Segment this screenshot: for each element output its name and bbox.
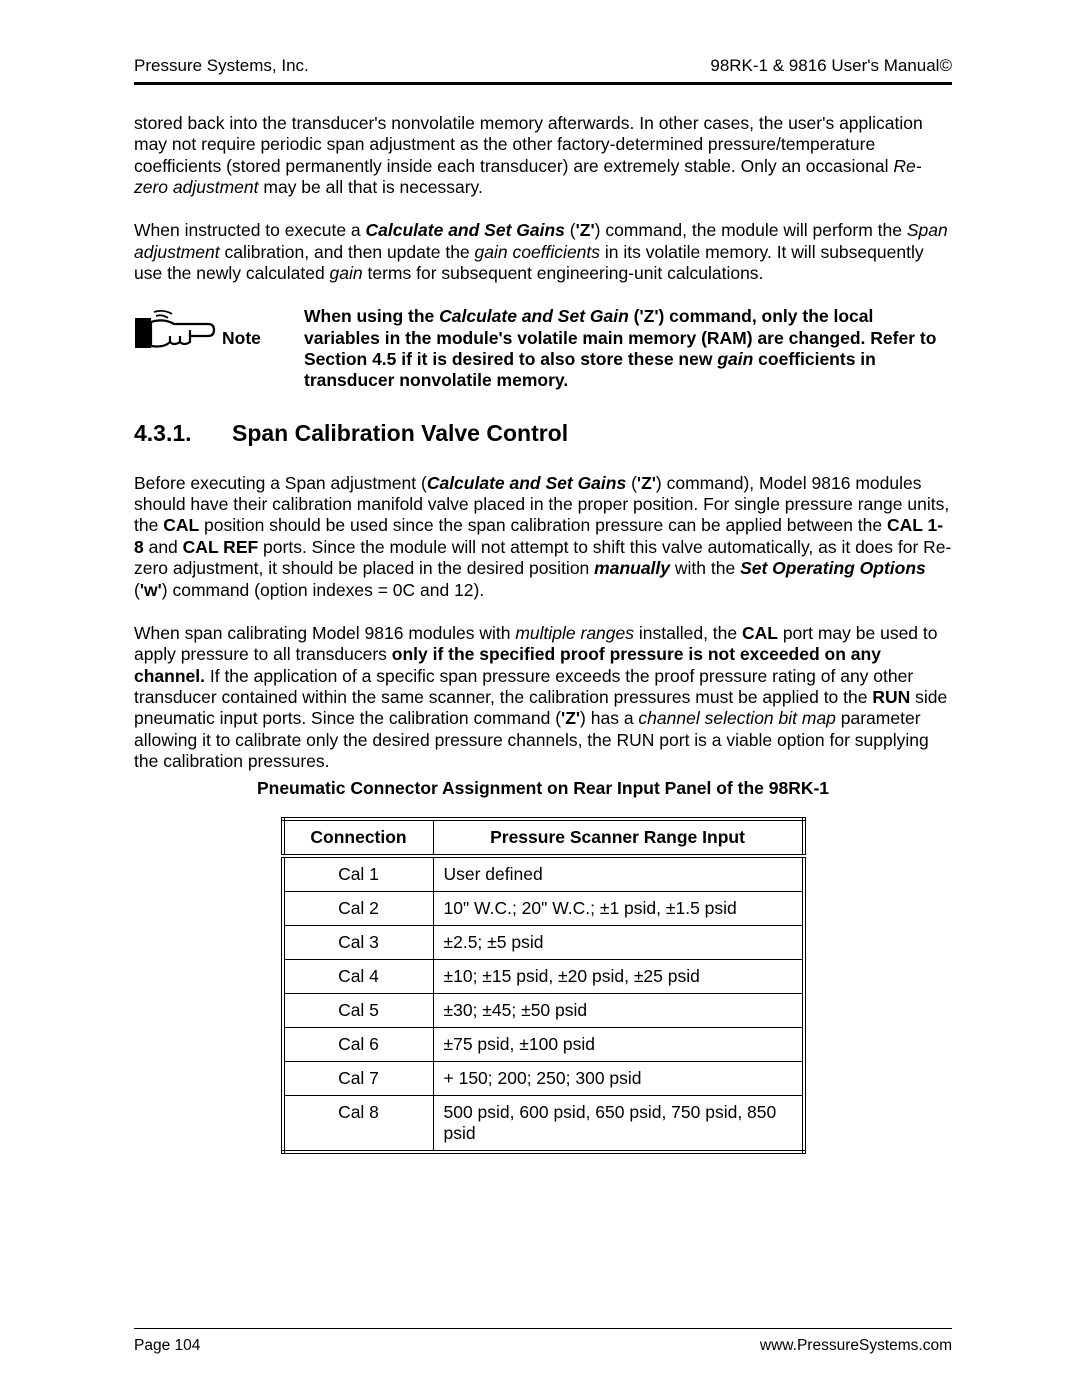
table-caption: Pneumatic Connector Assignment on Rear I… bbox=[134, 778, 952, 799]
note-icon-area: Note bbox=[134, 306, 304, 391]
section-number: 4.3.1. bbox=[134, 420, 232, 447]
table-row: Cal 5 ±30; ±45; ±50 psid bbox=[283, 994, 804, 1028]
cell-conn: Cal 4 bbox=[283, 960, 434, 994]
table-header-row: Connection Pressure Scanner Range Input bbox=[283, 819, 804, 856]
page-footer: Page 104 www.PressureSystems.com bbox=[134, 1328, 952, 1355]
note-block: Note When using the Calculate and Set Ga… bbox=[134, 306, 952, 391]
table-row: Cal 8 500 psid, 600 psid, 650 psid, 750 … bbox=[283, 1096, 804, 1153]
paragraph-1: stored back into the transducer's nonvol… bbox=[134, 113, 952, 198]
table-row: Cal 1 User defined bbox=[283, 856, 804, 892]
cell-conn: Cal 2 bbox=[283, 892, 434, 926]
cell-range: User defined bbox=[433, 856, 804, 892]
cell-range: 500 psid, 600 psid, 650 psid, 750 psid, … bbox=[433, 1096, 804, 1153]
paragraph-2: When instructed to execute a Calculate a… bbox=[134, 220, 952, 284]
section-title: Span Calibration Valve Control bbox=[232, 420, 568, 447]
table-row: Cal 4 ±10; ±15 psid, ±20 psid, ±25 psid bbox=[283, 960, 804, 994]
table-row: Cal 3 ±2.5; ±5 psid bbox=[283, 926, 804, 960]
table-row: Cal 6 ±75 psid, ±100 psid bbox=[283, 1028, 804, 1062]
cell-conn: Cal 6 bbox=[283, 1028, 434, 1062]
note-text: When using the Calculate and Set Gain ('… bbox=[304, 306, 952, 391]
connector-table: Connection Pressure Scanner Range Input … bbox=[281, 817, 806, 1154]
page-header: Pressure Systems, Inc. 98RK-1 & 9816 Use… bbox=[134, 56, 952, 76]
cell-conn: Cal 3 bbox=[283, 926, 434, 960]
table-body: Cal 1 User defined Cal 2 10" W.C.; 20" W… bbox=[283, 856, 804, 1152]
cell-conn: Cal 7 bbox=[283, 1062, 434, 1096]
note-label: Note bbox=[222, 328, 261, 349]
cell-range: ±10; ±15 psid, ±20 psid, ±25 psid bbox=[433, 960, 804, 994]
paragraph-3: Before executing a Span adjustment (Calc… bbox=[134, 473, 952, 601]
paragraph-4: When span calibrating Model 9816 modules… bbox=[134, 623, 952, 772]
cell-range: ±75 psid, ±100 psid bbox=[433, 1028, 804, 1062]
header-right: 98RK-1 & 9816 User's Manual© bbox=[710, 56, 952, 76]
section-heading: 4.3.1. Span Calibration Valve Control bbox=[134, 420, 952, 447]
manual-page: Pressure Systems, Inc. 98RK-1 & 9816 Use… bbox=[0, 0, 1080, 1397]
pointing-hand-icon bbox=[134, 308, 218, 356]
footer-page-number: Page 104 bbox=[134, 1337, 200, 1355]
cell-range: 10" W.C.; 20" W.C.; ±1 psid, ±1.5 psid bbox=[433, 892, 804, 926]
footer-url: www.PressureSystems.com bbox=[760, 1337, 952, 1355]
cell-conn: Cal 1 bbox=[283, 856, 434, 892]
table-header-range: Pressure Scanner Range Input bbox=[433, 819, 804, 856]
cell-conn: Cal 8 bbox=[283, 1096, 434, 1153]
cell-range: + 150; 200; 250; 300 psid bbox=[433, 1062, 804, 1096]
table-row: Cal 7 + 150; 200; 250; 300 psid bbox=[283, 1062, 804, 1096]
table-header-connection: Connection bbox=[283, 819, 434, 856]
cell-conn: Cal 5 bbox=[283, 994, 434, 1028]
table-row: Cal 2 10" W.C.; 20" W.C.; ±1 psid, ±1.5 … bbox=[283, 892, 804, 926]
header-left: Pressure Systems, Inc. bbox=[134, 56, 309, 76]
header-divider bbox=[134, 82, 952, 85]
cell-range: ±2.5; ±5 psid bbox=[433, 926, 804, 960]
cell-range: ±30; ±45; ±50 psid bbox=[433, 994, 804, 1028]
